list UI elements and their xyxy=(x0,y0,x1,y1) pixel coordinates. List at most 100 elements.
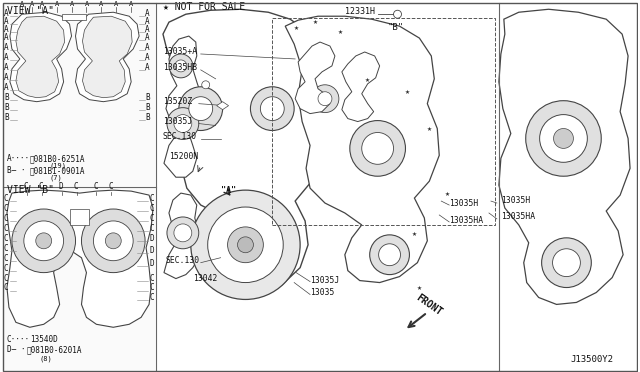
Circle shape xyxy=(169,54,193,78)
Polygon shape xyxy=(163,9,320,291)
Text: J13500Y2: J13500Y2 xyxy=(570,355,614,364)
Circle shape xyxy=(362,132,394,164)
Circle shape xyxy=(24,221,63,261)
Text: ★: ★ xyxy=(417,283,422,292)
Text: 13035H: 13035H xyxy=(449,199,479,208)
Text: A: A xyxy=(145,53,150,62)
Circle shape xyxy=(202,81,210,89)
Polygon shape xyxy=(164,36,201,177)
Bar xyxy=(4,5,155,186)
Text: FRONT: FRONT xyxy=(415,292,444,317)
Circle shape xyxy=(175,60,187,72)
Text: B: B xyxy=(145,103,150,112)
Text: 13042: 13042 xyxy=(193,273,217,283)
Text: ★: ★ xyxy=(427,125,432,134)
Circle shape xyxy=(370,235,410,275)
Text: ★: ★ xyxy=(405,87,410,96)
Circle shape xyxy=(36,233,52,249)
Text: C: C xyxy=(149,294,154,302)
Circle shape xyxy=(540,115,588,162)
Circle shape xyxy=(250,87,294,131)
Text: D: D xyxy=(149,234,154,243)
Text: A: A xyxy=(129,1,133,7)
Circle shape xyxy=(237,237,253,253)
Text: C: C xyxy=(4,204,8,213)
Text: A: A xyxy=(99,1,104,7)
Text: D: D xyxy=(149,259,154,267)
Text: ★: ★ xyxy=(337,27,342,36)
Polygon shape xyxy=(83,16,132,98)
Text: C: C xyxy=(4,234,8,243)
Polygon shape xyxy=(164,193,203,279)
Circle shape xyxy=(552,249,580,277)
Text: A: A xyxy=(4,43,8,52)
Text: (19): (19) xyxy=(50,163,67,169)
Circle shape xyxy=(174,224,192,242)
Text: C: C xyxy=(24,182,28,191)
Text: 13035J: 13035J xyxy=(163,116,192,125)
Text: C: C xyxy=(4,224,8,233)
Text: 13035HB: 13035HB xyxy=(163,63,197,72)
Text: C: C xyxy=(4,283,8,292)
Circle shape xyxy=(260,97,284,121)
Text: ★: ★ xyxy=(412,229,417,238)
Text: A: A xyxy=(4,83,8,92)
Text: ★: ★ xyxy=(445,189,450,198)
Bar xyxy=(272,18,495,225)
Text: C: C xyxy=(4,244,8,253)
Text: ★: ★ xyxy=(365,75,370,84)
Text: ★: ★ xyxy=(294,23,299,32)
Circle shape xyxy=(228,227,263,263)
Text: 13035: 13035 xyxy=(310,288,335,298)
Text: D— ·: D— · xyxy=(7,345,26,354)
Text: C: C xyxy=(149,283,154,292)
Text: A: A xyxy=(145,25,150,34)
Circle shape xyxy=(191,190,300,299)
Text: "B": "B" xyxy=(388,23,404,32)
Text: A: A xyxy=(4,33,8,42)
Text: C: C xyxy=(149,224,154,233)
Text: A: A xyxy=(20,1,24,7)
Circle shape xyxy=(394,10,401,18)
Text: A: A xyxy=(54,1,59,7)
Text: Ⓑ081B0-6201A: Ⓑ081B0-6201A xyxy=(27,345,83,354)
Text: (7): (7) xyxy=(50,175,63,181)
Circle shape xyxy=(318,92,332,106)
Polygon shape xyxy=(295,42,335,113)
Text: A: A xyxy=(84,1,89,7)
Text: C: C xyxy=(149,273,154,283)
Text: ★ NOT FOR SALE: ★ NOT FOR SALE xyxy=(163,2,245,12)
Text: D: D xyxy=(149,246,154,255)
Text: C: C xyxy=(39,182,44,191)
Text: VIEW "A": VIEW "A" xyxy=(7,6,54,16)
Text: C: C xyxy=(93,182,98,191)
Text: C: C xyxy=(4,254,8,263)
Text: A: A xyxy=(4,73,8,82)
Text: "A": "A" xyxy=(221,186,236,195)
Text: 13520Z: 13520Z xyxy=(163,97,192,106)
Polygon shape xyxy=(217,102,228,110)
Circle shape xyxy=(379,244,401,266)
Text: B: B xyxy=(145,113,150,122)
Polygon shape xyxy=(7,190,153,327)
Text: A: A xyxy=(145,63,150,72)
Text: A: A xyxy=(4,25,8,34)
Circle shape xyxy=(208,207,284,283)
Text: SEC.130: SEC.130 xyxy=(163,132,197,141)
Text: 13540D: 13540D xyxy=(30,335,58,344)
Text: A: A xyxy=(4,53,8,62)
Text: SEC.130: SEC.130 xyxy=(166,256,200,264)
Text: A: A xyxy=(115,1,118,7)
Text: A: A xyxy=(4,9,8,18)
Polygon shape xyxy=(16,16,65,98)
Circle shape xyxy=(541,238,591,288)
Polygon shape xyxy=(285,16,439,283)
Text: C: C xyxy=(4,194,8,203)
Text: D: D xyxy=(59,182,63,191)
Text: 12331H: 12331H xyxy=(345,7,375,16)
Text: C: C xyxy=(4,214,8,223)
Text: 13035H: 13035H xyxy=(501,196,530,205)
Text: 13035HA: 13035HA xyxy=(449,216,483,225)
Bar xyxy=(4,188,155,370)
Circle shape xyxy=(174,115,192,132)
